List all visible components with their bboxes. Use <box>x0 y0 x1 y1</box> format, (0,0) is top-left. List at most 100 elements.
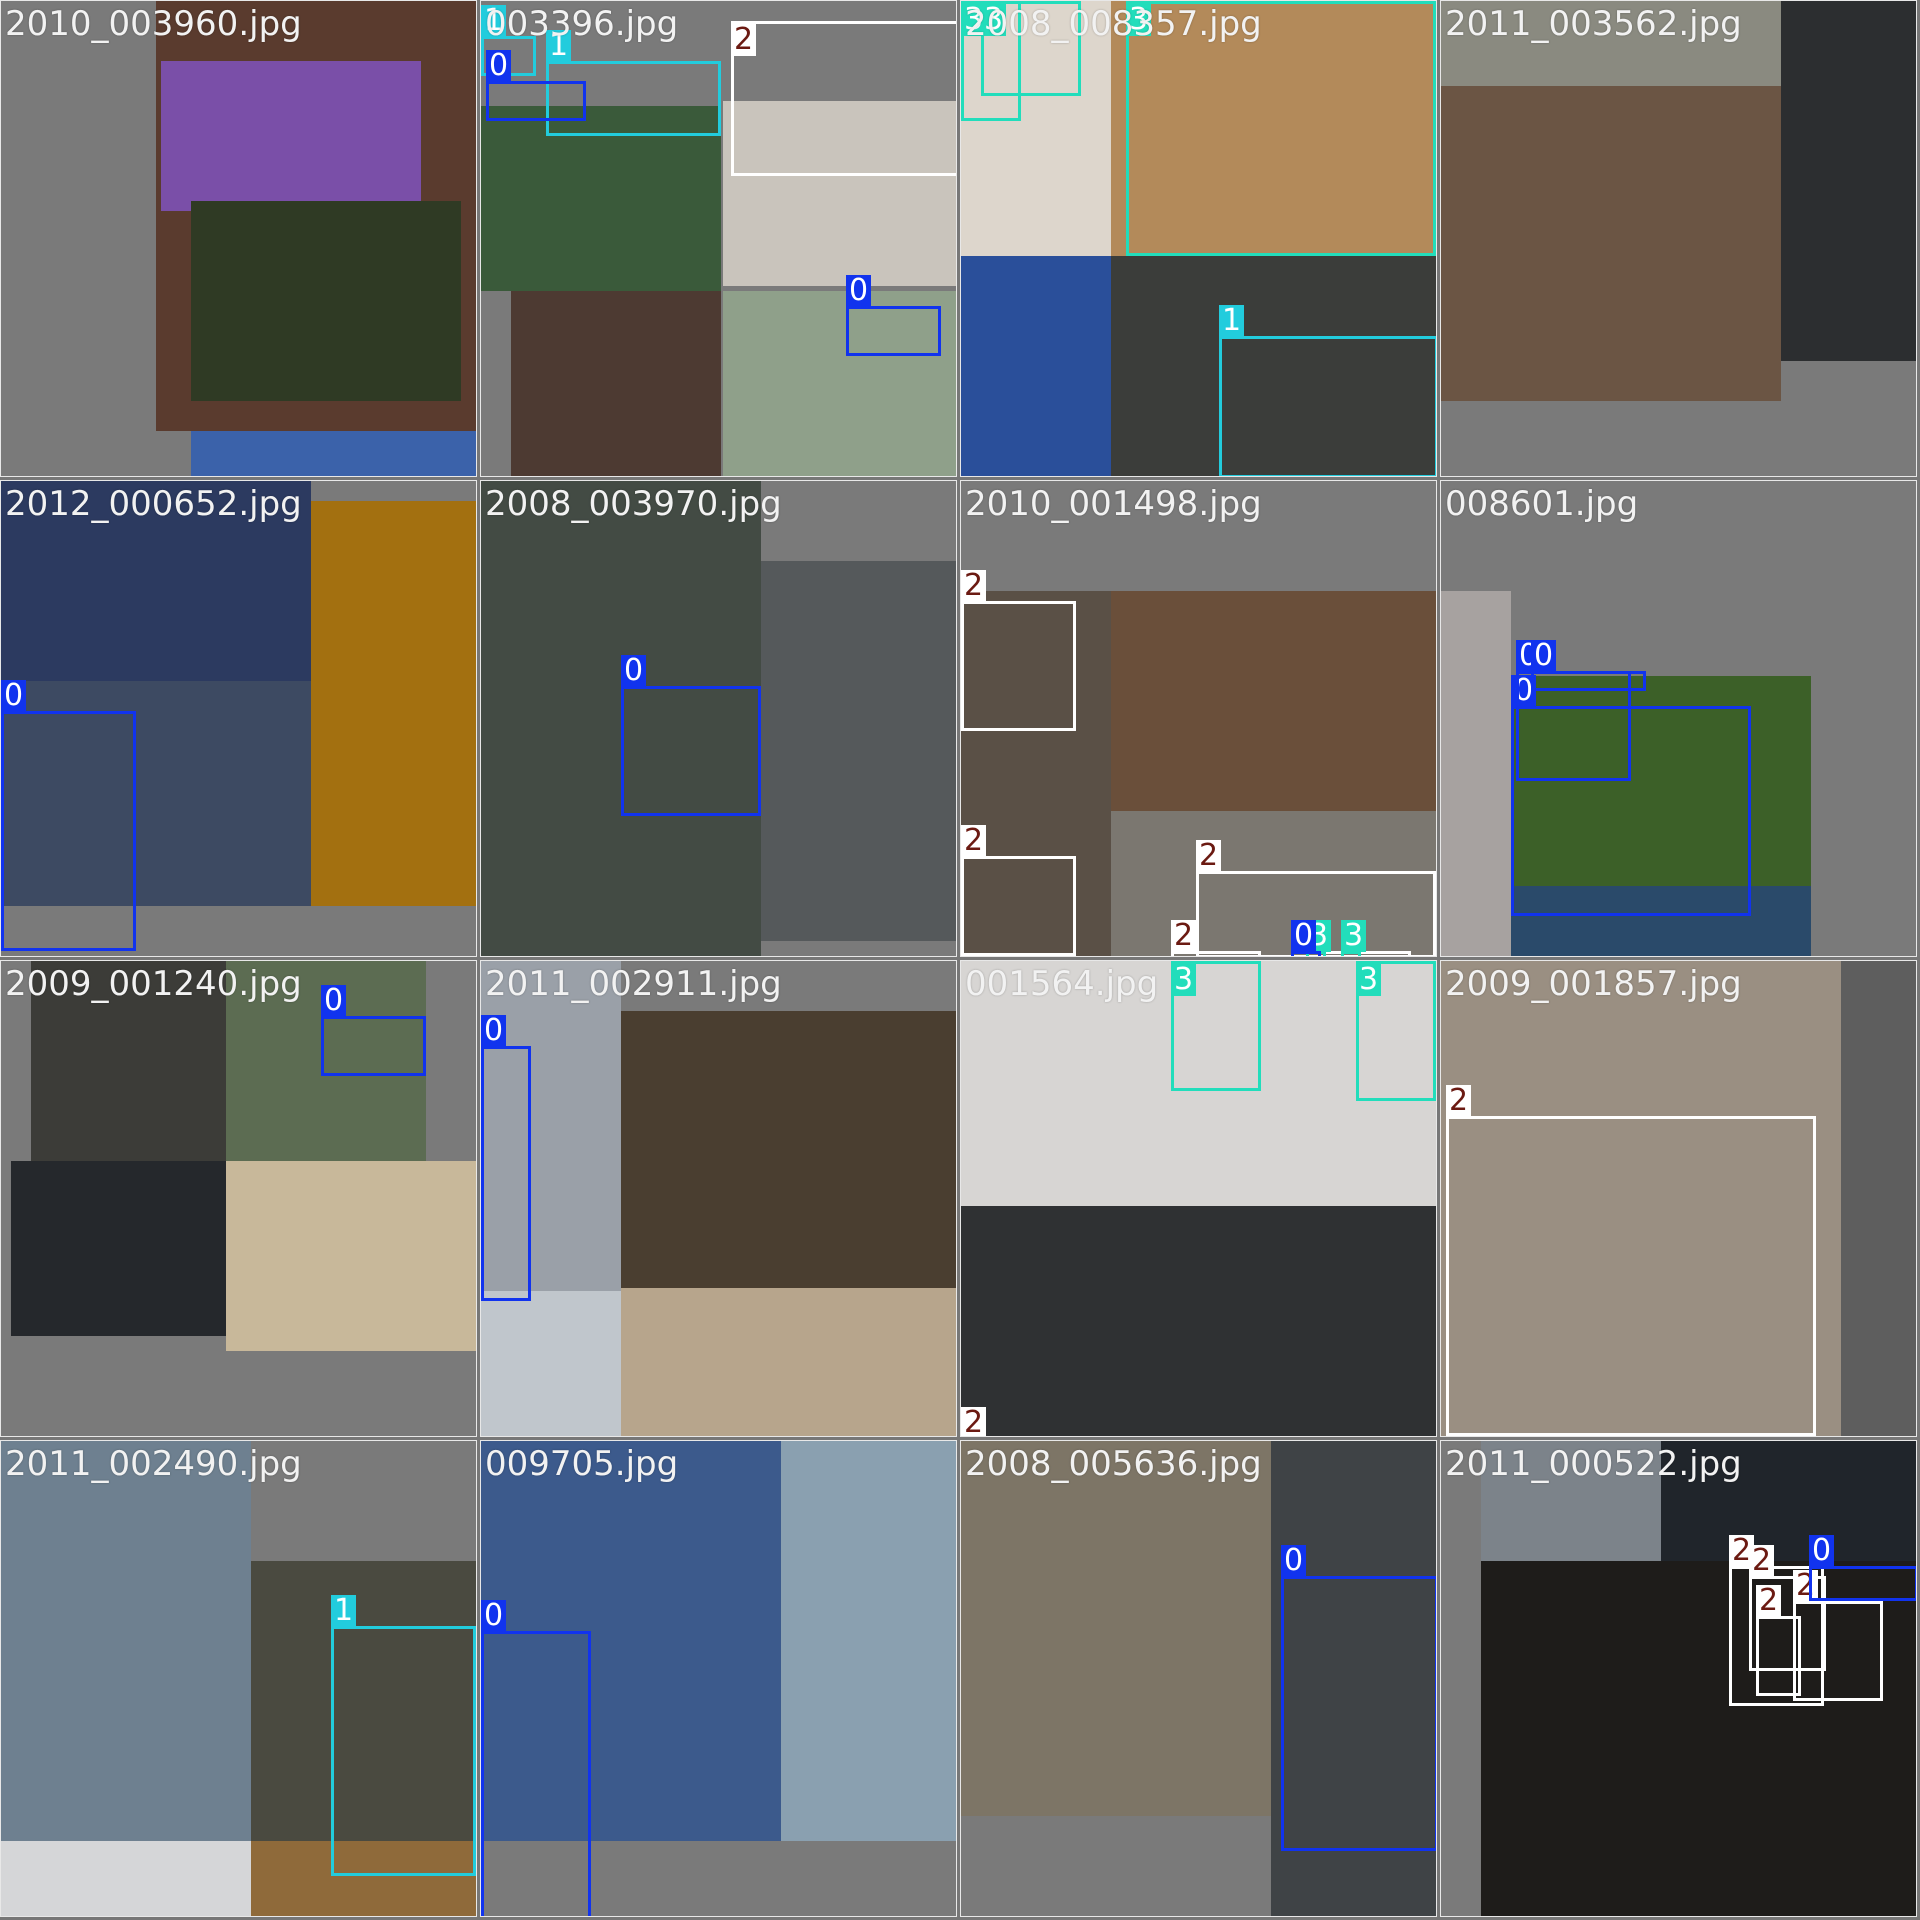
bounding-box: 0 <box>1809 1535 1916 1601</box>
photo-fragment <box>781 1441 956 1841</box>
photo-fragment <box>191 431 476 476</box>
box-class-label: 2 <box>1171 920 1197 952</box>
bounding-box: 3 <box>1356 961 1436 1101</box>
mosaic-tile: 0 2008_005636.jpg <box>960 1440 1437 1917</box>
tile-filename: 2008_005636.jpg <box>965 1444 1262 1484</box>
tile-filename: 2011_000522.jpg <box>1445 1444 1742 1484</box>
mosaic-tile: 3 3 3 1 2008_008357.jpg <box>960 0 1437 477</box>
box-class-label: 0 <box>1291 920 1317 952</box>
box-class-label: 2 <box>1446 1085 1472 1117</box>
bounding-box: 0 <box>481 1015 531 1301</box>
box-class-label: 0 <box>481 1015 507 1047</box>
photo-fragment <box>1 1841 251 1916</box>
photo-fragment <box>1841 961 1916 1436</box>
bounding-box: 3 <box>1126 1 1436 256</box>
box-class-label: 0 <box>1531 640 1557 672</box>
mosaic-tile: 2010_003960.jpg <box>0 0 477 477</box>
box-class-label: 0 <box>1281 1545 1307 1577</box>
box-class-label: 0 <box>846 275 872 307</box>
photo-fragment <box>1441 591 1511 956</box>
photo-fragment <box>311 501 476 906</box>
mosaic-tile: 222223032010_001498.jpg <box>960 480 1437 957</box>
tile-filename: 2008_008357.jpg <box>965 4 1262 44</box>
bounding-box: 1 <box>331 1595 476 1876</box>
photo-fragment <box>251 1561 476 1841</box>
tile-filename: 2011_002490.jpg <box>5 1444 302 1484</box>
bounding-box: 3 <box>981 1 1081 96</box>
box-class-label: 0 <box>1 680 27 712</box>
bounding-box: 2 <box>1756 1585 1801 1696</box>
photo-fragment <box>1111 1 1436 256</box>
photo-fragment <box>961 1441 1271 1816</box>
box-class-label: 1 <box>546 30 572 62</box>
tile-filename: 2009_001857.jpg <box>1445 964 1742 1004</box>
box-class-label: 0 <box>481 1600 507 1632</box>
box-class-label: 0 <box>486 50 512 82</box>
box-class-label: 2 <box>961 570 987 602</box>
box-class-label: 2 <box>1749 1545 1775 1577</box>
photo-fragment <box>31 961 226 1161</box>
bounding-box: 3 <box>1171 961 1261 1091</box>
mosaic-tile: 2011_003562.jpg <box>1440 0 1917 477</box>
box-class-label: 2 <box>961 1407 987 1436</box>
mosaic-tile: 2 2 2 2 0 2011_000522.jpg <box>1440 1440 1917 1917</box>
box-class-label: 1 <box>331 1595 357 1627</box>
box-class-label: 2 <box>731 24 757 56</box>
photo-fragment <box>1661 1441 1916 1561</box>
box-class-label: 2 <box>1756 1585 1782 1617</box>
tile-filename: 009705.jpg <box>485 1444 679 1484</box>
photo-fragment <box>1111 811 1436 956</box>
mosaic-tile: 0 009705.jpg <box>480 1440 957 1917</box>
mosaic-tile: 0 2012_000652.jpg <box>0 480 477 957</box>
mosaic-tile: 2 2009_001857.jpg <box>1440 960 1917 1437</box>
photo-fragment <box>1511 886 1811 956</box>
photo-fragment <box>1271 1441 1436 1916</box>
bounding-box: 0 <box>621 655 761 816</box>
tile-filename: 2010_001498.jpg <box>965 484 1262 524</box>
mosaic-tile: 0 0 0 008601.jpg <box>1440 480 1917 957</box>
tile-filename: 001564.jpg <box>965 964 1159 1004</box>
mosaic-tile: 1 2011_002490.jpg <box>0 1440 477 1917</box>
bounding-box: 2 <box>961 825 1076 956</box>
bounding-box: 0 <box>846 275 941 356</box>
photo-fragment <box>161 61 421 211</box>
photo-fragment <box>251 1841 476 1916</box>
photo-fragment <box>621 1288 956 1436</box>
tile-filename: 003396.jpg <box>485 4 679 44</box>
photo-fragment <box>1781 1 1916 361</box>
box-class-label: 2 <box>1196 840 1222 872</box>
photo-fragment <box>481 106 721 291</box>
tile-filename: 2011_003562.jpg <box>1445 4 1742 44</box>
box-class-label: 3 <box>1356 964 1382 996</box>
bounding-box: 2 <box>1171 920 1261 956</box>
photo-fragment <box>1441 86 1781 401</box>
bounding-box: 2 <box>1196 840 1436 956</box>
bounding-box: 2 <box>1749 1545 1826 1671</box>
mosaic-tile: 1 1 0 2 0 003396.jpg <box>480 0 957 477</box>
bounding-box: 0 <box>1291 920 1321 956</box>
bounding-box: 2 <box>731 21 956 176</box>
tile-filename: 2009_001240.jpg <box>5 964 302 1004</box>
photo-fragment <box>961 256 1111 476</box>
tile-filename: 2008_003970.jpg <box>485 484 782 524</box>
photo-fragment <box>961 591 1111 956</box>
bounding-box: 0 <box>1281 1545 1436 1851</box>
bounding-box: 3 <box>1341 920 1367 956</box>
photo-fragment <box>481 1291 621 1436</box>
box-class-label: 3 <box>981 4 1007 36</box>
photo-fragment <box>1111 591 1436 811</box>
bounding-box: 0 <box>481 1600 591 1916</box>
photo-fragment <box>1481 1561 1916 1916</box>
bounding-box: 2 <box>1446 1085 1816 1436</box>
photo-fragment <box>1 481 311 681</box>
box-class-label: 3 <box>1341 920 1367 952</box>
photo-fragment <box>1441 961 1841 1436</box>
photo-fragment <box>723 101 956 286</box>
photo-fragment <box>761 561 956 941</box>
photo-fragment <box>621 1011 956 1288</box>
photo-fragment <box>723 291 956 476</box>
photo-fragment <box>961 1 1111 256</box>
box-class-label: 1 <box>481 5 507 37</box>
mosaic-tile: 3 3 2 001564.jpg <box>960 960 1437 1437</box>
